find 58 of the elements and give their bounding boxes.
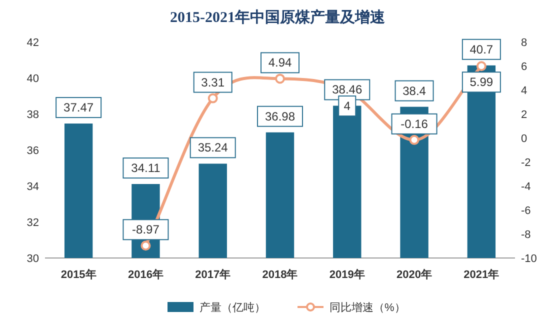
data-label: 40.7 xyxy=(470,42,494,56)
y2-tick-label: -4 xyxy=(521,181,531,193)
label: 4.94 xyxy=(260,52,300,74)
y-tick-label: 40 xyxy=(26,73,39,85)
y-tick-label: 38 xyxy=(26,109,39,121)
point xyxy=(476,61,486,72)
y2-tick-label: -6 xyxy=(521,205,531,217)
label: -0.16 xyxy=(391,113,438,134)
y-tick-label: 32 xyxy=(26,217,39,229)
y2-tick-label: 4 xyxy=(521,85,528,97)
legend-label: 产量（亿吨） xyxy=(200,301,266,314)
x-tick-label: 2021年 xyxy=(464,268,500,281)
label: 40.7 xyxy=(462,38,501,60)
label: 36.98 xyxy=(257,106,303,127)
y-tick-label: 36 xyxy=(26,145,39,157)
data-label: 37.47 xyxy=(64,100,94,115)
data-label: 4 xyxy=(344,99,351,113)
label: 5.99 xyxy=(462,72,501,93)
label: 35.24 xyxy=(190,137,236,158)
data-label: 4.94 xyxy=(268,56,292,70)
point xyxy=(275,74,285,84)
y2-tick-label: -8 xyxy=(521,229,531,241)
y2-tick-label: -2 xyxy=(521,157,531,169)
y-tick-label: 34 xyxy=(26,181,39,193)
data-label: -0.16 xyxy=(400,116,428,131)
x-tick-label: 2016年 xyxy=(128,268,164,281)
x-tick-label: 2019年 xyxy=(329,268,365,281)
label: -8.97 xyxy=(122,219,169,240)
label: 4 xyxy=(338,96,356,116)
data-label: 3.31 xyxy=(201,75,225,90)
data-label: 5.99 xyxy=(470,75,494,90)
y-tick-label: 42 xyxy=(26,37,39,49)
y2-tick-label: 8 xyxy=(521,37,528,49)
x-tick-label: 2015年 xyxy=(60,268,96,281)
legend-label: 同比增速（%） xyxy=(330,301,406,314)
data-label: 34.11 xyxy=(131,161,161,176)
label: 38.4 xyxy=(394,80,434,102)
data-label: 35.24 xyxy=(198,140,228,155)
label: 38.46 xyxy=(324,79,370,100)
y2-tick-label: 0 xyxy=(521,133,528,145)
y2-tick-label: -10 xyxy=(521,253,537,265)
point xyxy=(409,134,420,145)
y2-tick-label: 2 xyxy=(521,109,528,121)
data-label: 38.4 xyxy=(402,84,426,98)
point xyxy=(140,240,151,251)
y2-tick-label: 6 xyxy=(521,61,528,73)
data-label: 38.46 xyxy=(332,82,362,97)
x-tick-label: 2020年 xyxy=(396,268,432,281)
label: 34.11 xyxy=(122,158,169,179)
point xyxy=(208,93,218,104)
label: 3.31 xyxy=(193,72,232,93)
data-label: 36.98 xyxy=(264,109,296,124)
chart-title: 2015-2021年中国原煤产量及增速 xyxy=(170,9,386,26)
label: 37.47 xyxy=(56,97,102,118)
x-tick-label: 2018年 xyxy=(262,268,298,281)
y-tick-label: 30 xyxy=(26,253,39,265)
data-label: -8.97 xyxy=(132,222,160,237)
x-tick-label: 2017年 xyxy=(195,268,231,281)
